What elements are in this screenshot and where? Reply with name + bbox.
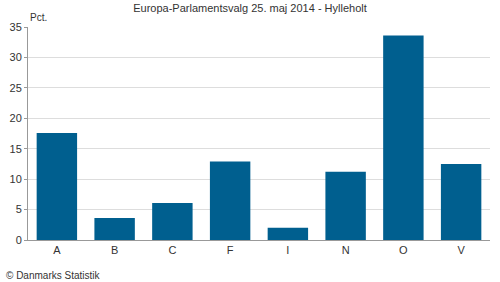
svg-text:B: B xyxy=(111,244,118,256)
svg-text:I: I xyxy=(286,244,289,256)
svg-text:N: N xyxy=(342,244,350,256)
svg-text:5: 5 xyxy=(16,203,22,215)
svg-text:25: 25 xyxy=(10,82,22,94)
svg-text:Europa-Parlamentsvalg 25. maj: Europa-Parlamentsvalg 25. maj 2014 - Hyl… xyxy=(133,2,367,14)
svg-text:A: A xyxy=(53,244,61,256)
svg-text:15: 15 xyxy=(10,143,22,155)
svg-text:C: C xyxy=(168,244,176,256)
svg-text:30: 30 xyxy=(10,51,22,63)
svg-text:35: 35 xyxy=(10,21,22,33)
svg-text:0: 0 xyxy=(16,234,22,246)
svg-text:10: 10 xyxy=(10,173,22,185)
svg-text:Pct.: Pct. xyxy=(30,12,47,23)
svg-text:20: 20 xyxy=(10,112,22,124)
svg-text:O: O xyxy=(399,244,408,256)
svg-text:V: V xyxy=(457,244,465,256)
svg-text:© Danmarks Statistik: © Danmarks Statistik xyxy=(6,270,101,281)
svg-text:F: F xyxy=(227,244,234,256)
